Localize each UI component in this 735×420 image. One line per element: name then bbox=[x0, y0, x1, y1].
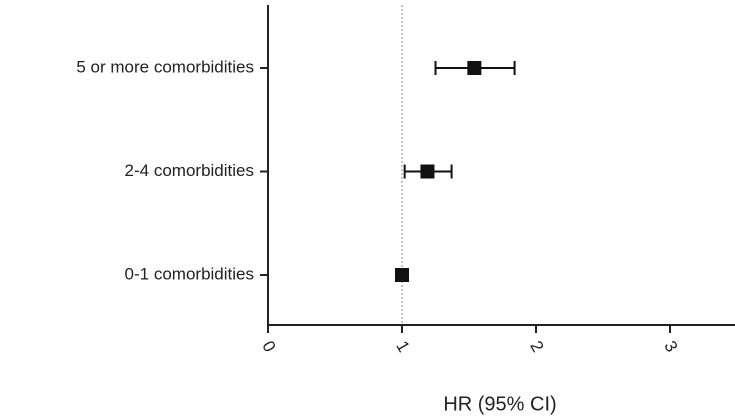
point-estimate bbox=[467, 61, 482, 75]
y-tick-label: 2-4 comorbidities bbox=[125, 161, 254, 180]
point-estimate bbox=[420, 164, 435, 179]
x-tick-label: 1 bbox=[392, 338, 413, 356]
x-tick-label: 0 bbox=[258, 338, 279, 356]
x-tick-label: 2 bbox=[526, 338, 547, 356]
y-tick-label: 0-1 comorbidities bbox=[125, 264, 254, 283]
x-axis-label: HR (95% CI) bbox=[443, 393, 556, 415]
x-tick-label: 3 bbox=[660, 338, 681, 356]
point-estimate bbox=[395, 268, 409, 282]
y-tick-label: 5 or more comorbidities bbox=[76, 57, 254, 76]
